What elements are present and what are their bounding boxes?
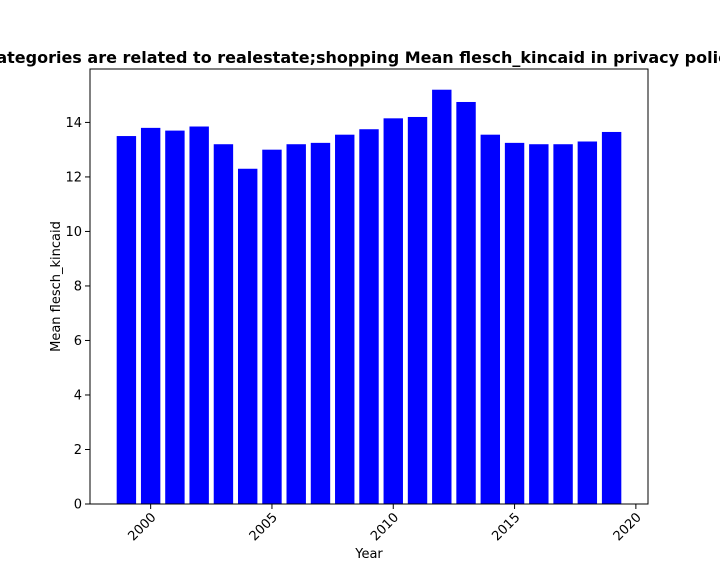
y-tick-label: 4: [74, 388, 82, 403]
y-axis: 0 2 4 6 8 10 12 14: [65, 116, 90, 513]
y-tick-label: 12: [65, 170, 82, 185]
bar-2015: [504, 142, 525, 504]
x-tick-label: 2005: [247, 510, 281, 544]
bars-group: [116, 89, 622, 505]
bar-2000: [140, 127, 161, 504]
y-axis-label: Mean flesch_kincaid: [49, 221, 64, 352]
bar-2011: [407, 116, 428, 505]
y-tick-label: 0: [74, 498, 82, 513]
bar-2016: [529, 144, 549, 504]
x-axis: 2000 2005 2010 2015 2020: [125, 504, 645, 544]
bar-1999: [116, 136, 137, 504]
bar-2003: [213, 144, 234, 504]
bar-2017: [553, 144, 573, 504]
y-tick-label: 14: [65, 116, 82, 131]
bar-2004: [237, 168, 258, 504]
y-tick-label: 10: [65, 225, 82, 240]
plot-frame: [89, 68, 649, 505]
bar-2007: [310, 142, 331, 504]
bar-2006: [286, 144, 306, 504]
bar-2002: [189, 126, 209, 504]
y-tick-label: 8: [74, 279, 82, 294]
bar-2008: [335, 134, 355, 504]
bar-2009: [359, 129, 379, 504]
x-axis-label: Year: [354, 547, 383, 562]
bar-2005: [262, 149, 282, 504]
x-tick-label: 2015: [489, 510, 523, 544]
bar-2014: [480, 134, 501, 504]
bar-2010: [383, 118, 403, 505]
bar-2012: [432, 89, 452, 504]
chart-title: Categories are related to realestate;sho…: [0, 48, 720, 67]
bar-2019: [601, 131, 622, 505]
y-tick-label: 2: [74, 443, 82, 458]
x-tick-label: 2020: [611, 510, 645, 544]
bar-2013: [456, 101, 476, 505]
bar-2018: [577, 141, 598, 504]
bar-2001: [165, 130, 185, 504]
y-tick-label: 6: [74, 334, 82, 349]
x-tick-label: 2010: [368, 510, 402, 544]
x-tick-label: 2000: [125, 510, 159, 544]
